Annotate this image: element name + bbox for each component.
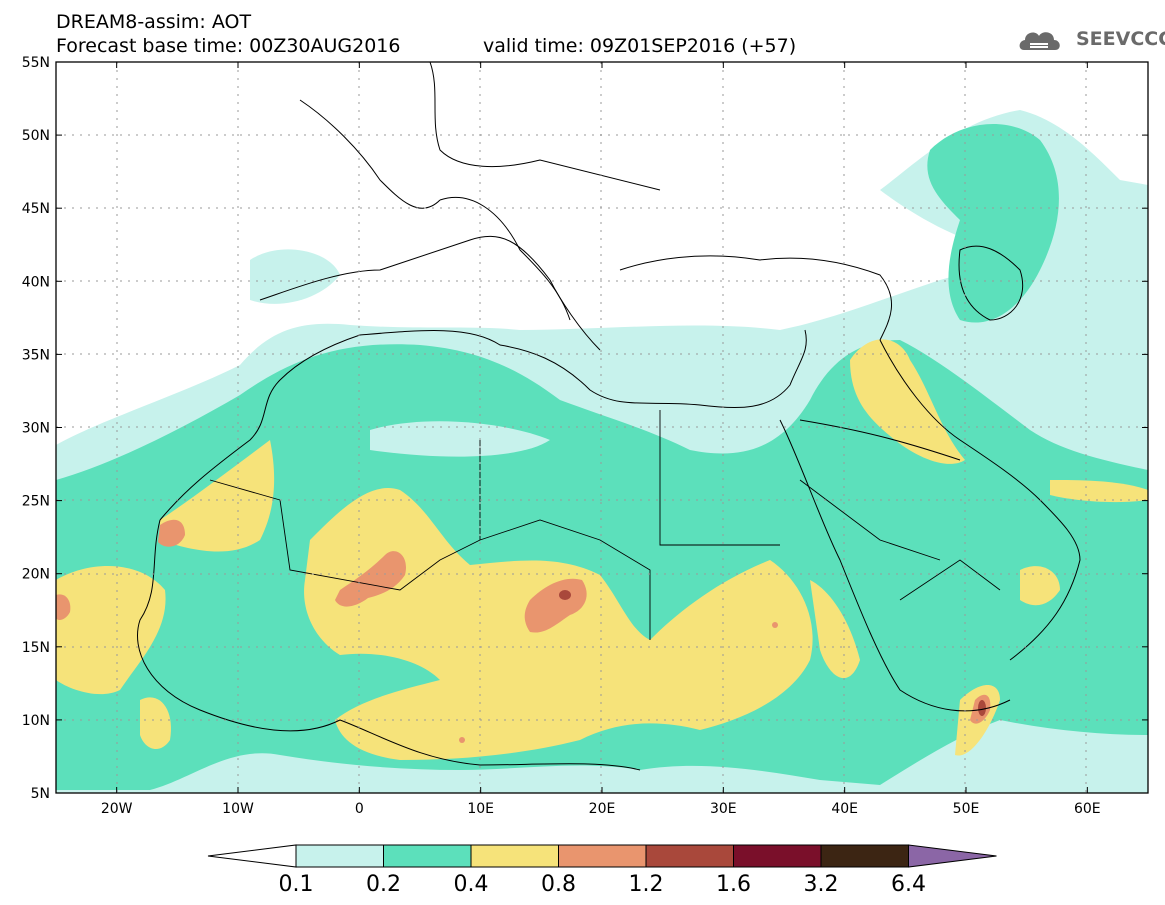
colorbar-segment <box>383 844 472 868</box>
lat-label: 45N <box>22 201 50 217</box>
colorbar-segment <box>645 844 734 868</box>
colorbar-label: 1.6 <box>716 872 751 897</box>
lat-label: 50N <box>22 128 50 144</box>
colorbar-label: 0.2 <box>366 872 401 897</box>
lat-label: 10N <box>22 713 50 729</box>
colorbar-segment <box>558 844 647 868</box>
lat-label: 15N <box>22 640 50 656</box>
aot-level-0.2 <box>56 123 1148 790</box>
colorbar-label: 6.4 <box>891 872 926 897</box>
lon-label: 10E <box>467 801 494 817</box>
lon-label: 0 <box>355 801 364 817</box>
lat-label: 20N <box>22 567 50 583</box>
colorbar-segment <box>295 844 384 868</box>
lon-label: 20E <box>589 801 616 817</box>
lat-label: 55N <box>22 55 50 71</box>
lon-label: 10W <box>222 801 254 817</box>
lon-label: 40E <box>831 801 858 817</box>
lon-label: 20W <box>101 801 133 817</box>
colorbar-min-arrow <box>207 844 297 868</box>
latitude-labels: 55N 50N 45N 40N 35N 30N 25N 20N 15N 10N 5N <box>22 55 50 802</box>
lat-label: 25N <box>22 494 50 510</box>
lon-label: 30E <box>710 801 737 817</box>
logo-text: SEEVCCC <box>1076 28 1165 50</box>
map-ticks <box>56 61 1148 794</box>
colorbar-label: 3.2 <box>803 872 839 897</box>
lat-label: 30N <box>22 421 50 437</box>
colorbar-label: 0.8 <box>541 872 576 897</box>
lon-label: 60E <box>1074 801 1101 817</box>
colorbar-label: 0.4 <box>453 872 489 897</box>
aot-level-1.2 <box>559 590 986 716</box>
lat-label: 40N <box>22 274 50 290</box>
colorbar-max-arrow <box>908 844 997 868</box>
longitude-labels: 20W 10W 0 10E 20E 30E 40E 50E 60E <box>101 801 1101 817</box>
colorbar-label: 1.2 <box>628 872 664 897</box>
lon-label: 50E <box>953 801 980 817</box>
political-borders <box>209 410 1001 640</box>
lat-label: 5N <box>31 786 50 802</box>
colorbar-segment <box>470 844 559 868</box>
aot-fields <box>56 62 1148 793</box>
colorbar-segment <box>733 844 822 868</box>
cloud-logo-icon <box>1019 32 1060 50</box>
lat-label: 35N <box>22 347 50 363</box>
map-gridlines <box>56 62 1148 793</box>
colorbar <box>207 844 997 868</box>
colorbar-segment <box>820 844 909 868</box>
aot-level-0.4 <box>56 339 1148 760</box>
map-title: DREAM8-assim: AOT <box>56 11 252 33</box>
colorbar-label: 0.1 <box>278 872 314 897</box>
forecast-base-time: Forecast base time: 00Z30AUG2016 <box>56 35 401 57</box>
valid-time: valid time: 09Z01SEP2016 (+57) <box>483 35 797 57</box>
